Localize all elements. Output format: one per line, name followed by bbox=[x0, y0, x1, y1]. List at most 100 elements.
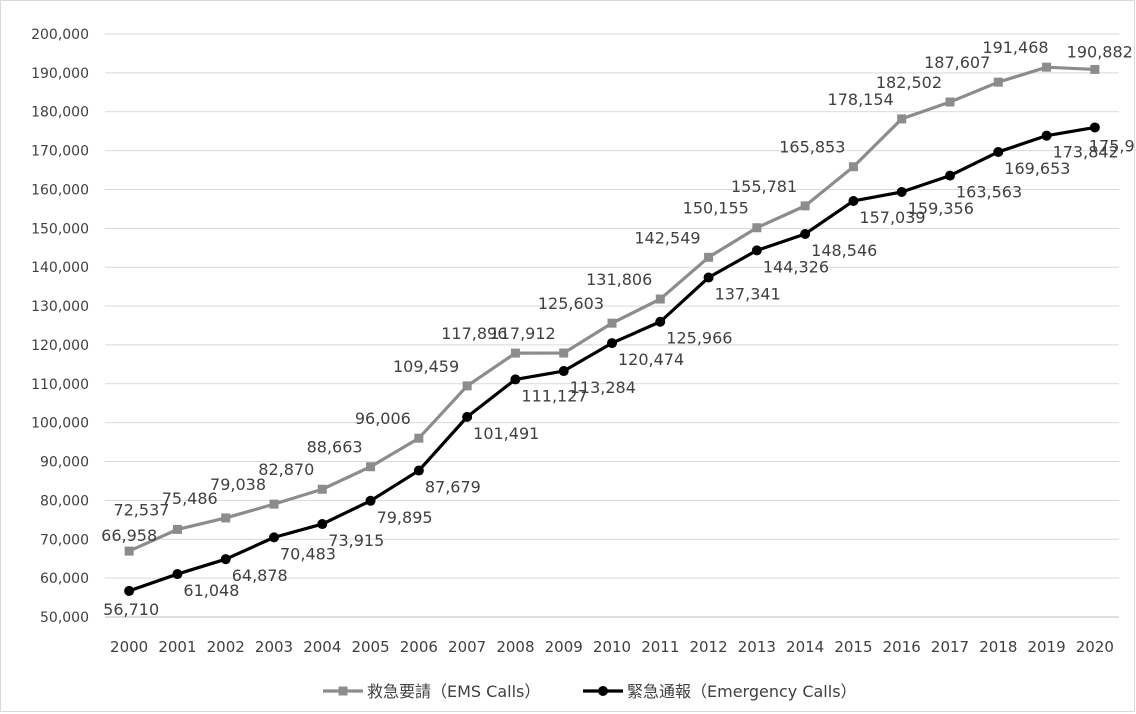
x-tick-label: 2008 bbox=[496, 638, 534, 656]
series-1-point bbox=[655, 294, 665, 304]
x-tick-label: 2020 bbox=[1076, 638, 1114, 656]
y-tick-label: 90,000 bbox=[40, 455, 89, 471]
series-1-point bbox=[752, 223, 762, 233]
series-1-point bbox=[462, 381, 472, 391]
series-1-point bbox=[1090, 64, 1100, 74]
y-tick-label: 100,000 bbox=[31, 416, 89, 432]
x-tick-label: 2002 bbox=[207, 638, 245, 656]
series-2-data-label: 137,341 bbox=[715, 285, 781, 304]
series-1-point bbox=[993, 77, 1003, 87]
x-tick-label: 2010 bbox=[593, 638, 631, 656]
series-2-point bbox=[896, 186, 907, 197]
series-2-point bbox=[945, 170, 955, 181]
series-2-data-label: 56,710 bbox=[103, 600, 159, 619]
series-2-point bbox=[800, 228, 811, 239]
series-2-point bbox=[462, 411, 473, 422]
series-2-data-label: 111,127 bbox=[521, 386, 587, 405]
y-tick-label: 70,000 bbox=[40, 532, 89, 548]
series-2-data-label: 175,953 bbox=[1089, 136, 1136, 155]
series-2-data-label: 87,679 bbox=[425, 478, 481, 497]
series-2-point bbox=[220, 554, 231, 565]
series-2-point bbox=[703, 272, 714, 283]
series-1-data-label: 150,155 bbox=[683, 199, 749, 218]
series-2-data-label: 113,284 bbox=[570, 378, 636, 397]
series-1-data-label: 88,663 bbox=[307, 438, 363, 457]
x-tick-label: 2001 bbox=[158, 638, 196, 656]
series-1-data-label: 66,958 bbox=[101, 526, 157, 545]
x-tick-label: 2005 bbox=[351, 638, 389, 656]
y-tick-label: 140,000 bbox=[31, 260, 89, 276]
series-1-point bbox=[1042, 62, 1052, 72]
series-1-data-label: 109,459 bbox=[393, 357, 459, 376]
y-tick-label: 180,000 bbox=[31, 105, 89, 121]
x-tick-label: 2018 bbox=[979, 638, 1017, 656]
x-tick-label: 2016 bbox=[883, 638, 921, 656]
series-1-point bbox=[269, 499, 279, 509]
series-2-data-label: 61,048 bbox=[183, 581, 239, 600]
series-2-point bbox=[558, 366, 569, 377]
series-2-point bbox=[751, 245, 762, 256]
x-tick-label: 2013 bbox=[738, 638, 776, 656]
series-2-data-label: 73,915 bbox=[328, 531, 384, 550]
legend-marker-1 bbox=[338, 686, 348, 696]
y-tick-label: 160,000 bbox=[31, 182, 89, 198]
x-tick-label: 2019 bbox=[1027, 638, 1065, 656]
series-line-2 bbox=[128, 125, 1096, 593]
series-2-data-label: 125,966 bbox=[666, 329, 732, 348]
series-2-data-label: 163,563 bbox=[956, 183, 1022, 202]
x-tick-label: 2004 bbox=[303, 638, 341, 656]
series-1-data-label: 82,870 bbox=[258, 460, 314, 479]
x-tick-label: 2000 bbox=[110, 638, 148, 656]
series-1-data-label: 165,853 bbox=[779, 138, 845, 157]
series-1-point bbox=[704, 252, 714, 262]
series-1-point bbox=[607, 318, 617, 328]
x-tick-label: 2015 bbox=[834, 638, 872, 656]
y-tick-label: 170,000 bbox=[31, 144, 89, 160]
series-1-point bbox=[317, 484, 327, 494]
y-tick-label: 80,000 bbox=[40, 493, 89, 509]
series-1-data-label: 75,486 bbox=[162, 489, 218, 508]
series-1-data-label: 178,154 bbox=[828, 90, 894, 109]
series-2-data-label: 169,653 bbox=[1004, 159, 1070, 178]
series-1-data-label: 72,537 bbox=[113, 500, 169, 519]
series-2-point bbox=[124, 585, 135, 596]
series-1-point bbox=[559, 348, 569, 358]
series-2-point bbox=[365, 495, 376, 506]
series-2-data-label: 120,474 bbox=[618, 350, 684, 369]
series-1-data-label: 187,607 bbox=[924, 53, 990, 72]
x-tick-label: 2006 bbox=[400, 638, 438, 656]
series-1-point bbox=[897, 114, 907, 124]
series-2-data-label: 101,491 bbox=[473, 424, 539, 443]
series-2-point bbox=[993, 146, 1004, 157]
series-2-data-label: 70,483 bbox=[280, 544, 336, 563]
series-1-point bbox=[945, 97, 955, 107]
series-1-data-label: 190,882 bbox=[1067, 42, 1133, 61]
x-tick-label: 2011 bbox=[641, 638, 679, 656]
y-tick-label: 50,000 bbox=[40, 610, 89, 626]
series-2-data-label: 148,546 bbox=[811, 241, 877, 260]
series-2-data-label: 173,842 bbox=[1053, 143, 1119, 162]
y-tick-label: 110,000 bbox=[31, 377, 89, 393]
series-1-data-label: 117,912 bbox=[490, 324, 556, 343]
series-1-point bbox=[510, 348, 520, 358]
series-2-point bbox=[172, 569, 183, 580]
x-tick-label: 2009 bbox=[545, 638, 583, 656]
series-1-point bbox=[414, 433, 424, 443]
series-2-point bbox=[413, 465, 424, 476]
series-1-data-label: 191,468 bbox=[982, 38, 1048, 57]
series-2-point bbox=[848, 195, 859, 206]
legend-label-1: 救急要請（EMS Calls） bbox=[367, 682, 540, 701]
y-tick-label: 150,000 bbox=[31, 221, 89, 237]
series-2-data-label: 144,326 bbox=[763, 257, 829, 276]
series-1-point bbox=[124, 546, 134, 556]
series-1-data-label: 131,806 bbox=[586, 270, 652, 289]
series-2-point bbox=[317, 519, 328, 530]
series-1-data-label: 79,038 bbox=[210, 475, 266, 494]
series-1-point bbox=[800, 201, 810, 211]
series-2-data-label: 79,895 bbox=[377, 508, 433, 527]
series-1-data-label: 96,006 bbox=[355, 409, 411, 428]
series-1-point bbox=[366, 462, 376, 472]
x-tick-label: 2007 bbox=[448, 638, 486, 656]
